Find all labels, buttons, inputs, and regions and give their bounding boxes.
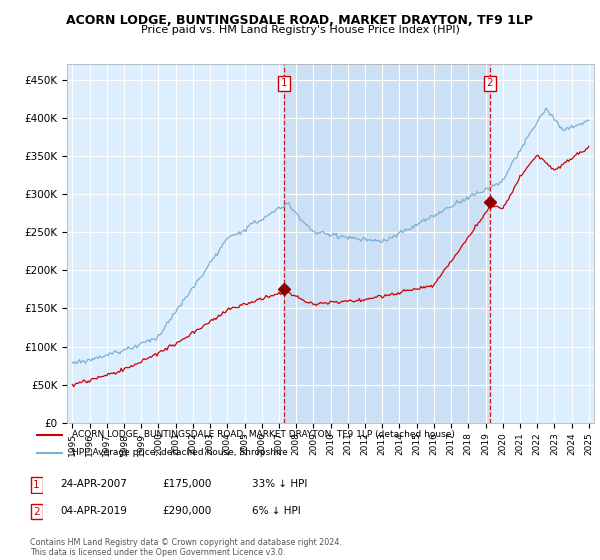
Text: 04-APR-2019: 04-APR-2019 [60,506,127,516]
Text: 6% ↓ HPI: 6% ↓ HPI [252,506,301,516]
Text: 1: 1 [33,480,40,490]
Text: 24-APR-2007: 24-APR-2007 [60,479,127,489]
Text: 1: 1 [281,78,287,88]
Text: Contains HM Land Registry data © Crown copyright and database right 2024.
This d: Contains HM Land Registry data © Crown c… [30,538,342,557]
Text: £175,000: £175,000 [162,479,211,489]
Text: HPI: Average price, detached house, Shropshire: HPI: Average price, detached house, Shro… [72,449,287,458]
FancyBboxPatch shape [31,504,43,519]
Text: ACORN LODGE, BUNTINGSDALE ROAD, MARKET DRAYTON, TF9 1LP (detached house): ACORN LODGE, BUNTINGSDALE ROAD, MARKET D… [72,430,455,439]
Bar [284,64,490,423]
Text: £290,000: £290,000 [162,506,211,516]
Text: 2: 2 [33,507,40,516]
Text: 2: 2 [487,78,493,88]
FancyBboxPatch shape [31,478,43,493]
Text: Price paid vs. HM Land Registry's House Price Index (HPI): Price paid vs. HM Land Registry's House … [140,25,460,35]
Text: 33% ↓ HPI: 33% ↓ HPI [252,479,307,489]
Text: ACORN LODGE, BUNTINGSDALE ROAD, MARKET DRAYTON, TF9 1LP: ACORN LODGE, BUNTINGSDALE ROAD, MARKET D… [67,14,533,27]
